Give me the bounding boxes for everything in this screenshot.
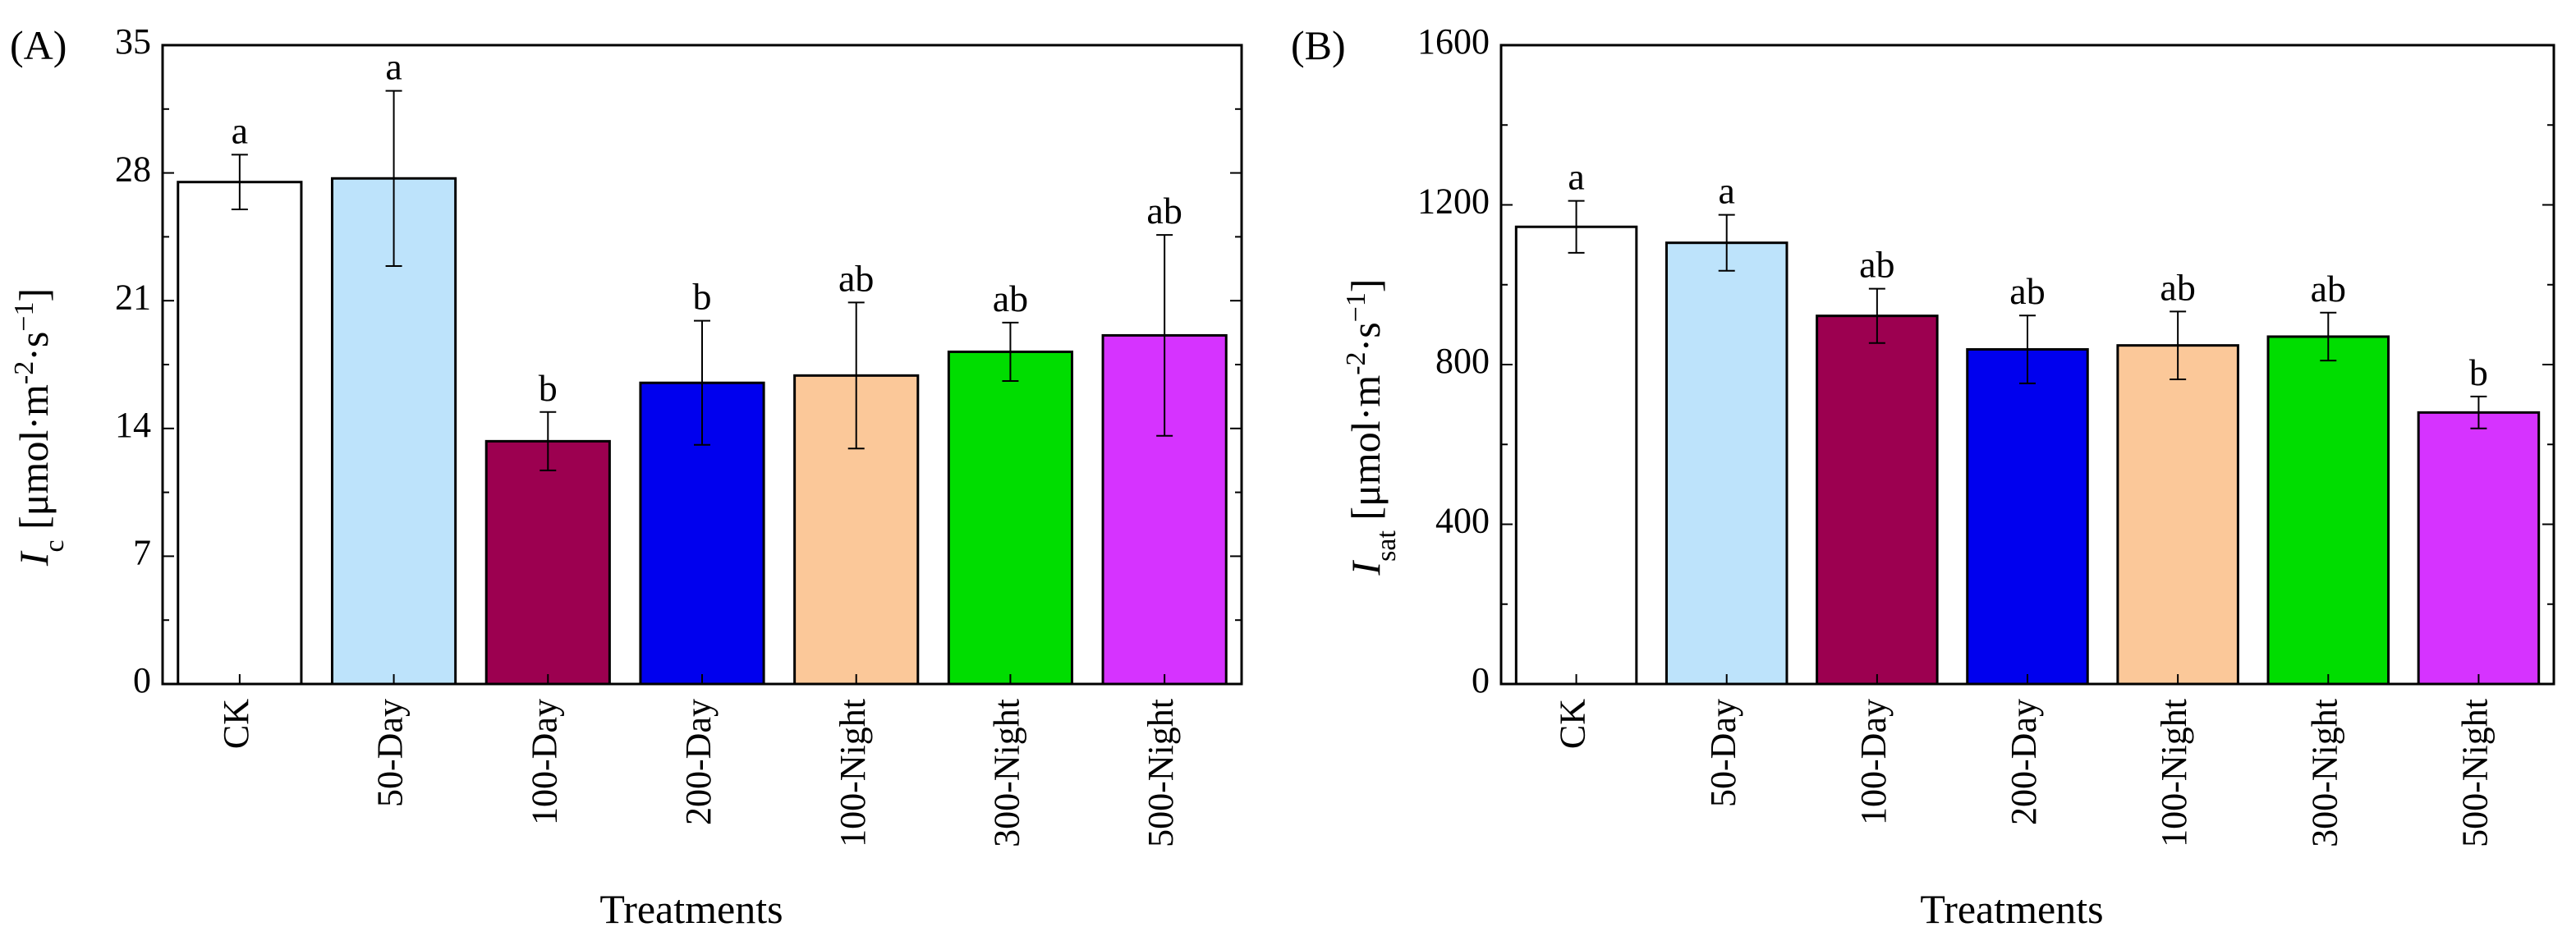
significance-label: a (232, 109, 248, 151)
significance-label: ab (838, 257, 874, 299)
plot-frame (161, 44, 1243, 686)
significance-label: a (1568, 156, 1584, 198)
x-tick-label: 500-Night (2455, 699, 2496, 847)
significance-label: ab (2311, 268, 2346, 310)
bar-300-night (2266, 335, 2390, 686)
bar-50-day (1665, 241, 1789, 686)
y-tick-label: 7 (133, 532, 151, 572)
bar-ck (1514, 225, 1638, 686)
y-label-a-symbol: I (11, 550, 57, 567)
x-tick-label: 100-Day (524, 699, 564, 825)
y-tick-label: 21 (115, 277, 151, 317)
bar-100-night (2116, 344, 2239, 686)
x-tick-label: 500-Night (1141, 699, 1181, 847)
y-label-b-subscript: sat (1371, 530, 1402, 562)
y-label-a-sup2: −1 (9, 301, 39, 331)
y-label-b-sup2: −1 (1341, 292, 1371, 322)
y-label-b-sup1: -2 (1341, 351, 1371, 374)
y-tick-label: 0 (133, 660, 151, 700)
y-axis-label-a: Ic [μmol·m-2·s−1] (9, 288, 70, 567)
y-axis-label-b: Isat [μmol·m-2·s−1] (1341, 278, 1402, 576)
x-tick-label: 300-Night (2304, 699, 2344, 847)
significance-label: a (1719, 170, 1735, 212)
chart-b: (B) Isat [μmol·m-2·s−1] Treatments a CK a 5… (1291, 21, 2555, 932)
y-label-a-unit-pre: [μmol·m (11, 384, 57, 539)
bar-100-day (1816, 314, 1939, 686)
significance-label: b (539, 367, 558, 409)
x-tick-label: 300-Night (987, 699, 1027, 847)
x-tick-label: 100-Day (1853, 699, 1894, 825)
plot-frame (1499, 44, 2555, 686)
y-tick-label: 14 (115, 405, 151, 445)
y-tick-label: 800 (1435, 341, 1490, 381)
y-tick-label: 28 (115, 149, 151, 190)
y-label-a-unit-post: ] (11, 288, 57, 302)
x-tick-label: 200-Day (678, 699, 719, 825)
svg-text:Isat [μmol·m-2·s−1]: Isat [μmol·m-2·s−1] (1341, 278, 1402, 576)
y-tick-label: 1200 (1417, 181, 1490, 222)
x-tick-label: 50-Day (1703, 699, 1743, 807)
y-label-a-subscript: c (39, 539, 70, 552)
x-tick-label: CK (1553, 699, 1593, 749)
significance-label: ab (1146, 190, 1182, 232)
significance-label: b (2469, 351, 2488, 393)
bar-100-day (484, 439, 611, 686)
y-label-b-unit-pre: [μmol·m (1343, 375, 1389, 530)
significance-label: ab (993, 278, 1028, 319)
significance-label: b (693, 276, 712, 318)
y-label-b-unit-post: ] (1343, 278, 1389, 292)
y-tick-label: 0 (1472, 660, 1490, 700)
significance-label: a (385, 46, 402, 88)
significance-label: ab (2009, 270, 2045, 312)
y-label-b-unit-mid: ·s (1343, 322, 1389, 351)
y-label-a-unit-mid: ·s (11, 332, 57, 361)
bar-200-day (1966, 348, 2089, 686)
bar-ck (177, 181, 303, 686)
significance-label: ab (2160, 266, 2195, 308)
panel-label-a: (A) (10, 22, 67, 68)
svg-text:Ic [μmol·m-2·s−1]: Ic [μmol·m-2·s−1] (9, 288, 70, 567)
x-tick-label: 50-Day (370, 699, 411, 807)
x-axis-label-a: Treatments (599, 886, 783, 932)
significance-label: ab (1859, 244, 1894, 286)
panel-label-b: (B) (1291, 22, 1346, 68)
x-tick-label: 200-Day (2004, 699, 2044, 825)
y-tick-label: 1600 (1417, 21, 1490, 62)
x-tick-label: 100-Night (833, 699, 873, 847)
x-tick-label: CK (216, 699, 256, 749)
bar-500-night (2417, 411, 2541, 686)
y-tick-label: 400 (1435, 501, 1490, 541)
y-label-a-sup1: -2 (9, 361, 39, 384)
x-tick-label: 100-Night (2154, 699, 2194, 847)
x-axis-label-b: Treatments (1920, 886, 2103, 932)
y-tick-label: 35 (115, 21, 151, 62)
chart-a: (A) Ic [μmol·m-2·s−1] Treatments a CK a 50-… (9, 21, 1243, 932)
bar-300-night (947, 350, 1074, 686)
y-label-b-symbol: I (1343, 560, 1389, 576)
